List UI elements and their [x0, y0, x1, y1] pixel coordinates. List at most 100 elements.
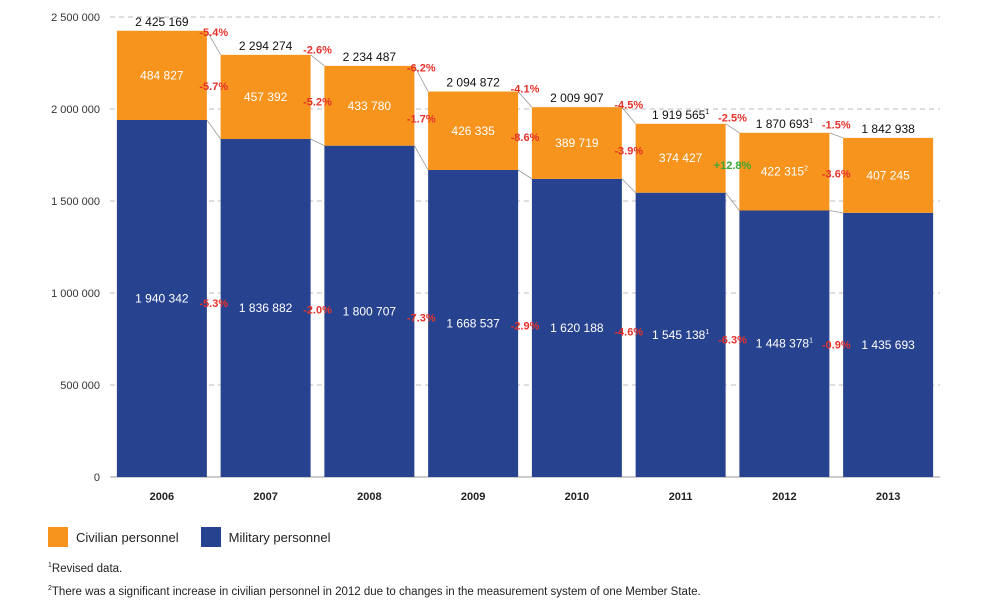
total-change-label: -5.4% — [199, 27, 228, 39]
x-tick-label: 2012 — [772, 491, 796, 503]
civilian-bar — [324, 65, 415, 146]
total-value-label: 1 842 938 — [861, 122, 915, 136]
total-value-label: 2 294 274 — [239, 39, 293, 53]
military-change-label: -6.3% — [718, 334, 747, 346]
civilian-value-label: 374 427 — [659, 151, 703, 165]
civilian-change-label: -5.2% — [303, 96, 332, 108]
total-value-label: 2 094 872 — [446, 76, 500, 90]
military-bar — [324, 145, 415, 477]
military-change-label: -2.0% — [303, 305, 332, 317]
military-bar — [635, 192, 726, 477]
footnote-1: 1Revised data. — [48, 562, 123, 575]
civilian-bar — [428, 91, 519, 170]
x-tick-label: 2011 — [669, 491, 693, 503]
military-change-label: -7.3% — [407, 312, 436, 324]
total-change-label: -6.2% — [407, 63, 436, 75]
footnote-2: 2There was a significant increase in civ… — [48, 584, 701, 598]
total-connector-line — [725, 123, 740, 134]
military-change-label: -2.9% — [511, 321, 540, 333]
military-bar — [531, 178, 622, 477]
civilian-value-label: 389 719 — [555, 136, 599, 150]
total-value-label: 1 870 6931 — [756, 117, 813, 131]
total-change-label: -4.1% — [511, 83, 540, 95]
military-bar — [116, 119, 207, 477]
civilian-change-label: -3.9% — [614, 146, 643, 158]
legend-label-civilian: Civilian personnel — [76, 529, 179, 545]
y-tick-label: 2 000 000 — [51, 104, 100, 116]
civilian-value-label: 457 392 — [244, 90, 288, 104]
civilian-change-label: -8.6% — [511, 132, 540, 144]
civilian-value-label: 426 335 — [451, 124, 495, 138]
total-value-label: 2 425 169 — [135, 15, 189, 29]
military-value-label: 1 940 342 — [135, 291, 189, 305]
military-connector-line — [310, 138, 325, 147]
military-value-label: 1 448 3781 — [756, 337, 813, 351]
x-tick-label: 2006 — [150, 491, 174, 503]
x-tick-label: 2007 — [253, 491, 277, 503]
total-change-label: -2.6% — [303, 44, 332, 56]
civilian-bar — [220, 54, 311, 140]
military-connector-line — [206, 119, 221, 140]
military-connector-line — [517, 169, 533, 180]
military-connector-line — [621, 178, 636, 193]
military-value-label: 1 668 537 — [446, 316, 500, 330]
military-change-label: -5.3% — [199, 298, 228, 310]
total-connector-line — [310, 54, 325, 67]
x-tick-label: 2008 — [357, 491, 381, 503]
legend-swatch-military — [200, 527, 221, 547]
total-connector-line — [517, 91, 533, 108]
civilian-change-label: +12.8% — [714, 160, 752, 172]
y-tick-label: 2 500 000 — [51, 12, 100, 24]
legend-item-military: Military personnel — [200, 527, 331, 547]
x-tick-label: 2009 — [461, 491, 485, 503]
y-tick-label: 0 — [94, 472, 100, 484]
total-connector-line — [829, 132, 844, 139]
civilian-value-label: 433 780 — [348, 99, 392, 113]
x-tick-label: 2013 — [876, 491, 900, 503]
military-bar — [843, 212, 934, 477]
civilian-change-label: -1.7% — [407, 113, 436, 125]
military-value-label: 1 435 693 — [861, 338, 915, 352]
stacked-bar-chart: 0 500 000 1 000 000 1 500 000 2 000 000 2 500… — [51, 12, 940, 503]
total-value-label: 2 234 487 — [343, 50, 397, 64]
civilian-change-label: -3.6% — [822, 169, 851, 181]
military-value-label: 1 545 1381 — [652, 328, 709, 342]
military-connector-line — [414, 145, 429, 171]
military-connector-line — [829, 210, 844, 214]
total-connector-line — [414, 65, 429, 92]
military-change-label: -0.9% — [822, 339, 851, 351]
military-value-label: 1 800 707 — [343, 304, 397, 318]
total-connector-line — [206, 30, 221, 56]
total-change-label: -2.5% — [718, 112, 747, 124]
civilian-value-label: 407 245 — [866, 168, 910, 182]
chart-legend: Civilian personnel Military personnel — [48, 527, 353, 547]
total-change-label: -4.5% — [614, 99, 643, 111]
y-tick-label: 1 000 000 — [51, 288, 100, 300]
x-tick-label: 2010 — [565, 491, 589, 503]
civilian-value-label: 484 827 — [140, 68, 184, 82]
military-connector-line — [725, 192, 740, 211]
military-value-label: 1 836 882 — [239, 301, 293, 315]
total-value-label: 1 919 5651 — [652, 108, 709, 122]
civilian-change-label: -5.7% — [199, 81, 228, 93]
total-connector-line — [621, 106, 636, 125]
y-tick-label: 1 500 000 — [51, 196, 100, 208]
civilian-bar — [739, 132, 830, 211]
military-bar — [428, 169, 519, 477]
military-value-label: 1 620 188 — [550, 321, 604, 335]
civilian-bar — [531, 107, 622, 179]
total-change-label: -1.5% — [822, 119, 851, 131]
military-change-label: -4.6% — [614, 326, 643, 338]
legend-item-civilian: Civilian personnel — [48, 527, 179, 547]
y-tick-label: 500 000 — [60, 380, 100, 392]
footnotes: 1Revised data. 2There was a significant … — [48, 556, 701, 602]
legend-swatch-civilian — [48, 527, 68, 547]
civilian-bar — [116, 30, 207, 120]
civilian-bar — [843, 137, 934, 213]
civilian-value-label: 422 3152 — [761, 165, 808, 179]
military-bar — [739, 210, 830, 477]
military-bar — [220, 139, 311, 477]
civilian-bar — [635, 123, 726, 193]
total-value-label: 2 009 907 — [550, 91, 604, 105]
legend-label-military: Military personnel — [228, 529, 331, 545]
